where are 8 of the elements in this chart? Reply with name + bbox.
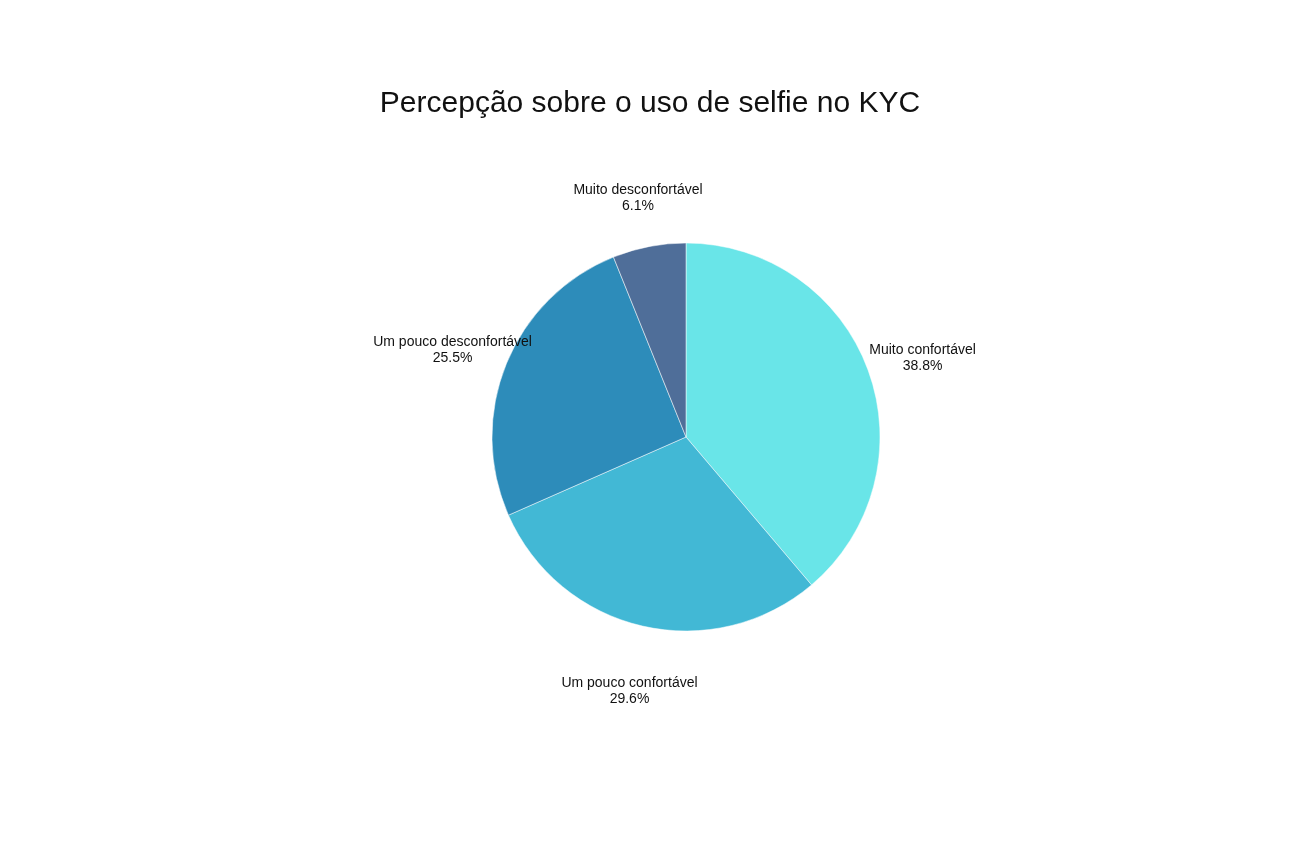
data-label: 25.5% [432,349,473,366]
data-label: 38.8% [902,357,943,374]
slice-label: Muito desconfortável [573,180,703,197]
chart-title: Percepção sobre o uso de selfie no KYC [379,85,921,118]
data-label: 6.1% [622,196,654,213]
slice-label: Um pouco confortável [561,673,698,690]
data-label: 29.6% [609,689,650,706]
slice-label: Muito confortável [869,341,976,358]
